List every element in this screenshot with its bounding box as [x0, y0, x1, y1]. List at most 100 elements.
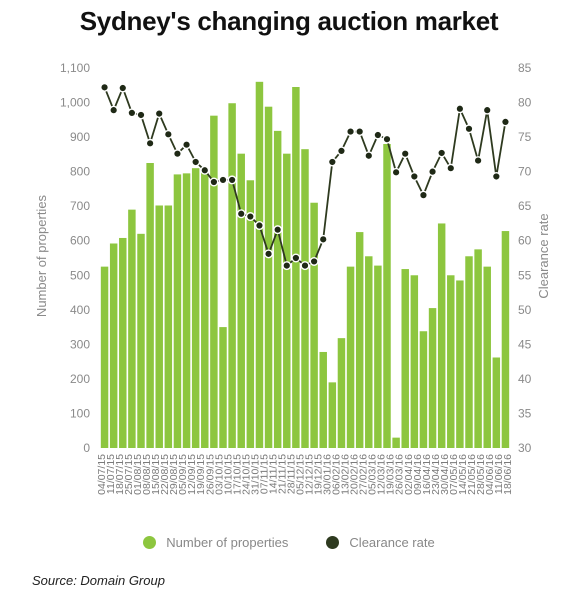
bar-properties — [365, 256, 373, 448]
x-tick-label: 22/08/15 — [159, 454, 171, 495]
bar-properties — [447, 275, 455, 448]
clearance-rate-point — [500, 117, 510, 127]
x-tick-label: 05/03/16 — [367, 454, 379, 495]
clearance-rate-point — [209, 177, 219, 187]
y-tick-left: 200 — [70, 372, 90, 386]
bar-properties — [474, 249, 482, 448]
bar-properties — [264, 106, 273, 448]
x-tick-label: 31/10/15 — [249, 454, 261, 495]
x-tick-label: 07/11/15 — [258, 454, 270, 494]
clearance-rate-point — [227, 175, 237, 185]
bar-properties — [109, 243, 118, 448]
bar-properties — [319, 351, 327, 448]
x-tick-label: 16/04/16 — [421, 454, 433, 495]
bar-properties — [237, 153, 245, 448]
clearance-rate-point — [373, 130, 383, 140]
bar-properties — [283, 153, 291, 448]
clearance-rate-point — [327, 157, 337, 167]
y-tick-left: 700 — [70, 199, 90, 213]
clearance-rate-point — [300, 261, 310, 271]
clearance-rate-point — [428, 167, 438, 177]
y-tick-left: 1,000 — [60, 96, 90, 110]
bar-properties — [456, 280, 464, 448]
clearance-rate-point — [318, 234, 328, 244]
clearance-rate-point — [364, 151, 374, 161]
bar-properties — [292, 87, 300, 448]
y-tick-left: 400 — [70, 303, 90, 317]
clearance-rate-point — [264, 249, 274, 259]
legend-item-clearance: Clearance rate — [326, 535, 435, 550]
x-tick-label: 26/09/15 — [204, 454, 216, 495]
bar-properties — [246, 180, 255, 449]
clearance-rate-point — [473, 156, 483, 166]
clearance-rate-point — [200, 165, 210, 175]
clearance-rate-point — [136, 110, 146, 120]
clearance-rate-point — [291, 253, 301, 263]
clearance-rate-point — [236, 209, 246, 219]
x-tick-label: 12/12/15 — [304, 454, 316, 495]
y-tick-right: 50 — [518, 303, 532, 317]
clearance-rate-point — [437, 148, 447, 158]
bar-properties — [310, 202, 318, 448]
y-tick-left: 0 — [83, 441, 90, 455]
bar-properties — [328, 382, 337, 448]
bar-properties — [137, 233, 145, 448]
x-tick-label: 29/08/15 — [168, 454, 180, 495]
clearance-rate-point — [409, 171, 419, 181]
x-tick-label: 19/12/15 — [313, 454, 325, 495]
y-tick-right: 40 — [518, 372, 532, 386]
y-tick-left: 600 — [70, 234, 90, 248]
legend: Number of properties Clearance rate — [0, 535, 578, 550]
clearance-rate-point — [455, 104, 465, 114]
bar-properties — [164, 205, 173, 448]
clearance-rate-point — [145, 138, 155, 148]
x-tick-label: 12/03/16 — [376, 454, 388, 495]
bar-properties — [392, 437, 400, 448]
y-tick-right: 70 — [518, 165, 532, 179]
x-tick-label: 25/07/15 — [123, 454, 135, 495]
x-tick-label: 01/08/15 — [132, 454, 144, 495]
x-tick-label: 20/02/16 — [349, 454, 361, 495]
bar-properties — [173, 174, 182, 448]
y-tick-left: 800 — [70, 165, 90, 179]
y-tick-right: 30 — [518, 441, 532, 455]
x-tick-label: 11/07/15 — [105, 454, 117, 494]
bar-properties — [346, 266, 355, 448]
bar-properties — [355, 232, 364, 448]
x-tick-label: 18/07/15 — [114, 454, 126, 495]
bar-properties — [301, 149, 309, 448]
clearance-rate-point — [309, 256, 319, 266]
clearance-rate-point — [346, 127, 356, 137]
clearance-rate-point — [154, 109, 164, 119]
clearance-rate-point — [182, 140, 192, 150]
bar-properties — [191, 168, 200, 448]
x-tick-label: 30/01/16 — [322, 454, 334, 495]
y-tick-right: 55 — [518, 268, 532, 282]
x-tick-label: 05/12/15 — [295, 454, 307, 495]
x-tick-label: 15/08/15 — [150, 454, 162, 495]
legend-swatch-clearance — [326, 536, 340, 549]
x-tick-label: 14/11/15 — [267, 454, 279, 494]
legend-swatch-properties — [143, 536, 157, 549]
bar-properties — [410, 275, 419, 448]
bar-properties — [228, 103, 236, 449]
x-tick-label: 09/04/16 — [412, 454, 424, 495]
clearance-rate-point — [118, 83, 128, 93]
x-tick-label: 12/09/15 — [186, 454, 198, 495]
clearance-rate-point — [245, 212, 255, 222]
bar-properties — [100, 266, 109, 448]
x-tick-label: 04/06/16 — [484, 454, 496, 495]
y-tick-right: 60 — [518, 234, 532, 248]
bar-properties — [374, 265, 382, 448]
y-tick-left: 900 — [70, 130, 90, 144]
bar-properties — [255, 81, 264, 449]
y-axis-title-right: Clearance rate — [536, 213, 551, 298]
x-tick-label: 21/11/15 — [276, 454, 288, 494]
y-axis-title-left: Number of properties — [34, 194, 49, 317]
bar-properties — [492, 357, 501, 448]
x-tick-label: 27/02/16 — [358, 454, 370, 495]
bar-properties — [428, 308, 437, 448]
clearance-rate-point — [355, 127, 365, 137]
bar-properties — [182, 173, 191, 448]
